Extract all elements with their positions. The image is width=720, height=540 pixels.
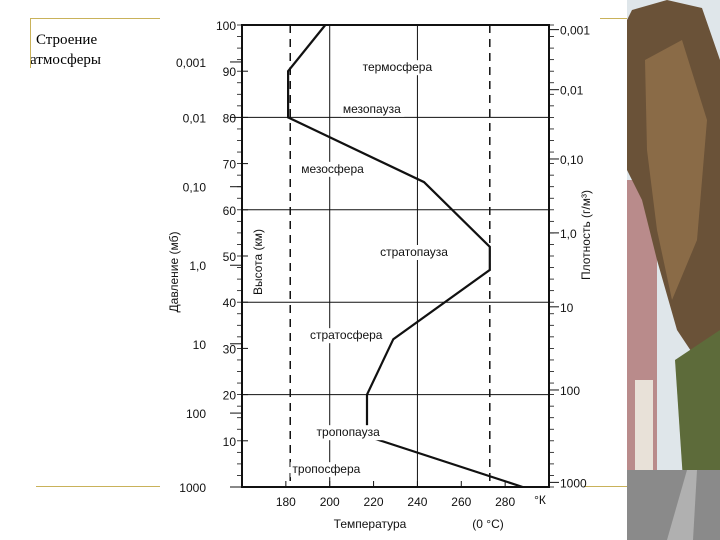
altitude-tick-label: 80: [223, 111, 237, 125]
density-tick-label: 1,0: [560, 227, 577, 241]
chart-series: [287, 24, 524, 489]
slide-title: Строение атмосферы: [30, 30, 160, 70]
decorative-rule-top-right: [600, 18, 627, 19]
cliff-photo: [627, 0, 720, 540]
decorative-rule-left-vertical: [30, 18, 31, 68]
layer-annotation: стратопауза: [380, 245, 448, 259]
temperature-profile-point: [392, 338, 395, 340]
pressure-tick-label: 100: [186, 407, 206, 421]
annotation-background: [290, 462, 361, 478]
pressure-tick-label: 10: [193, 338, 207, 352]
annotation-background: [360, 60, 431, 76]
decorative-rule-bottom-right: [584, 486, 627, 487]
pressure-tick-label: 0,10: [183, 181, 207, 195]
y-axis-label-density: Плотность (г/м³): [579, 190, 593, 280]
x-axis-label: Температура: [334, 517, 407, 531]
altitude-tick-label: 40: [223, 296, 237, 310]
density-tick-label: 0,001: [560, 24, 590, 38]
density-tick-label: 0,01: [560, 84, 584, 98]
density-tick-label: 100: [560, 384, 580, 398]
x-tick-label: 240: [407, 495, 427, 509]
layer-annotation: тропосфера: [292, 462, 360, 476]
temperature-profile-point: [366, 393, 368, 396]
layer-annotation: мезопауза: [343, 102, 401, 116]
y-axis-label-altitude: Высота (км): [251, 229, 265, 295]
decorative-rule-bottom-left: [36, 486, 160, 487]
pressure-tick-label: 0,01: [183, 111, 207, 125]
altitude-tick-label: 60: [223, 204, 237, 218]
x-tick-label: 200: [320, 495, 340, 509]
density-tick-label: 0,10: [560, 153, 584, 167]
altitude-tick-label: 20: [223, 389, 237, 403]
temperature-profile-point: [287, 70, 289, 72]
x-axis-unit: °К: [534, 493, 546, 507]
pressure-tick-label: 1000: [179, 481, 206, 495]
slide-title-line-1: Строение: [36, 32, 98, 48]
altitude-tick-label: 70: [223, 158, 237, 172]
temperature-profile-point: [423, 181, 425, 183]
x-tick-label: 280: [495, 495, 515, 509]
x-tick-label: 180: [276, 495, 296, 509]
x-tick-label: 260: [451, 495, 471, 509]
slide-title-line-2: атмосферы: [30, 52, 101, 68]
decorative-rule-top-left: [30, 18, 160, 19]
chart-ticks: 10 20 30 40 50 60 70 80 90 100 180 200 220 240 260 280 1…: [176, 19, 590, 509]
altitude-tick-label: 30: [223, 342, 237, 356]
annotation-background: [340, 101, 405, 117]
layer-annotation: стратосфера: [310, 328, 383, 342]
altitude-tick-label: 10: [223, 435, 237, 449]
density-tick-label: 1000: [560, 476, 587, 490]
temperature-profile-point: [324, 24, 327, 26]
density-tick-label: 10: [560, 301, 574, 315]
altitude-tick-label: 50: [223, 250, 237, 264]
altitude-tick-label: 100: [216, 19, 236, 33]
annotation-background: [314, 425, 385, 441]
temperature-profile-point: [287, 116, 289, 119]
chart-annotations: термосфера мезопауза мезосфера стратопауза с…: [290, 60, 455, 478]
pressure-tick-label: 0,001: [176, 56, 206, 70]
x-tick-label: 220: [364, 495, 384, 509]
annotation-background: [299, 161, 363, 177]
x-axis-label-celsius: (0 °С): [472, 517, 503, 531]
temperature-profile-line: [287, 24, 524, 489]
layer-annotation: тропопауза: [317, 425, 381, 439]
y-axis-label-pressure: Давление (мб): [167, 232, 181, 313]
pressure-tick-label: 1,0: [189, 259, 206, 273]
annotation-background: [378, 245, 455, 260]
temperature-profile-point: [488, 245, 491, 248]
temperature-profile-point: [521, 486, 524, 488]
altitude-tick-label: 90: [223, 65, 237, 79]
layer-annotation: термосфера: [363, 60, 433, 74]
annotation-background: [307, 328, 385, 344]
temperature-profile-point: [488, 269, 491, 271]
layer-annotation: мезосфера: [301, 162, 364, 176]
